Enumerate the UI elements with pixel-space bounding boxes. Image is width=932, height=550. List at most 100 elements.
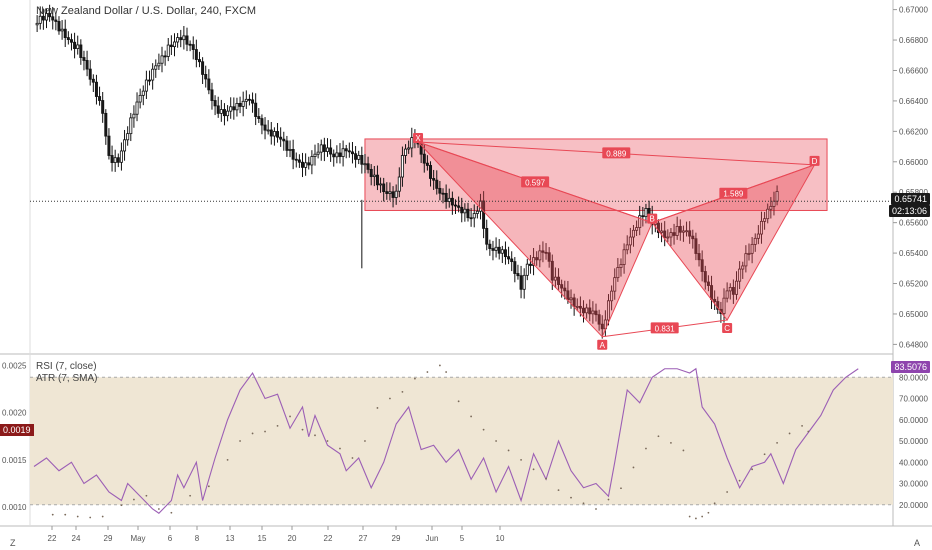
candle-body [154, 65, 158, 70]
candle-body [457, 205, 461, 208]
auto-scale-toggle[interactable]: A [914, 538, 921, 548]
atr-point [289, 415, 291, 418]
candle-body [254, 102, 258, 117]
atr-tick-label: 0.0010 [2, 503, 27, 512]
candle-body [728, 287, 732, 292]
candle-body [291, 149, 295, 160]
atr-point [620, 487, 622, 490]
candle-body [54, 19, 58, 22]
atr-point [532, 468, 535, 471]
point-label-bg [597, 339, 608, 350]
candle-body [166, 44, 170, 57]
candle-body [382, 183, 386, 193]
atr-point [688, 515, 691, 518]
rsi-label[interactable]: RSI (7, close) [36, 361, 97, 372]
candle-body [716, 301, 720, 310]
rsi-tick-label: 80.0000 [899, 373, 928, 382]
candle-body [772, 200, 776, 207]
time-tick-label: 10 [496, 534, 505, 543]
candle-body [644, 208, 648, 218]
candle-body [126, 133, 130, 141]
candle-body [438, 187, 442, 194]
atr-value-badge: 0.0019 [0, 424, 34, 436]
atr-point [64, 513, 67, 516]
candle-body [535, 257, 539, 261]
atr-point [364, 440, 366, 442]
atr-point [351, 457, 354, 459]
candle-body [229, 106, 233, 112]
atr-point [226, 458, 229, 461]
candle-body [363, 163, 367, 166]
candle-body [335, 152, 339, 158]
candle-body [210, 89, 214, 101]
atr-point [607, 498, 610, 501]
atr-point [276, 424, 279, 427]
candle-body [338, 152, 342, 157]
rsi-value-badge: 83.5076 [891, 361, 930, 373]
candle-body [750, 243, 754, 254]
candle-body [82, 57, 86, 61]
price-tick-label: 0.66000 [899, 158, 928, 167]
rsi-tick-label: 60.0000 [899, 416, 928, 425]
candle-body [191, 44, 195, 50]
candle-body [151, 68, 155, 81]
atr-point [401, 390, 404, 393]
candle-body [276, 131, 280, 138]
time-tick-label: 22 [48, 534, 57, 543]
candle-body [344, 148, 348, 152]
candle-body [369, 168, 373, 177]
candle-body [188, 43, 192, 46]
time-tick-label: 8 [195, 534, 200, 543]
time-tick-label: May [130, 534, 145, 543]
candle-body [310, 156, 314, 166]
candle-body [332, 153, 336, 158]
candle-body [681, 230, 685, 233]
time-tick-label: 5 [460, 534, 465, 543]
candle-body [410, 137, 414, 149]
candle-body [741, 265, 745, 270]
atr-point [520, 458, 522, 461]
candle-body [663, 230, 667, 239]
candle-body [588, 307, 592, 315]
point-label-bg [413, 133, 424, 143]
candle-body [41, 15, 45, 21]
candle-body [63, 28, 67, 39]
candle-body [528, 263, 532, 266]
candle-body [532, 257, 536, 266]
candle-body [744, 253, 748, 267]
time-tick-label: 22 [324, 534, 333, 543]
candle-body [613, 277, 617, 292]
candle-body [507, 256, 511, 260]
candle-body [688, 230, 692, 237]
candle-body [247, 98, 251, 101]
candle-body [347, 150, 351, 153]
chart-title[interactable]: New Zealand Dollar / U.S. Dollar, 240, F… [36, 5, 257, 17]
candle-body [759, 220, 763, 235]
candle-body [703, 271, 707, 283]
atr-point [301, 428, 304, 431]
candle-body [388, 191, 392, 194]
price-axis: 0.67000 0.66800 0.66600 0.66400 0.66200 0.660… [30, 6, 928, 349]
scale-mode-toggle[interactable]: Z [10, 538, 16, 548]
price-tick-label: 0.66200 [899, 127, 928, 136]
candle-body [179, 37, 183, 41]
candle-body [197, 59, 201, 63]
atr-point [707, 511, 710, 514]
candle-body [475, 210, 479, 214]
point-label-bg [722, 323, 733, 334]
candle-body [357, 155, 361, 160]
candle-body [104, 112, 108, 137]
candle-body [207, 78, 211, 91]
price-tick-label: 0.66400 [899, 97, 928, 106]
candle-body [169, 44, 173, 48]
time-tick-label: 29 [104, 534, 113, 543]
countdown-badge: 02:13:06 [888, 205, 930, 217]
time-tick-label: Jun [426, 534, 439, 543]
candle-body [519, 275, 523, 290]
time-tick-label: 29 [392, 534, 401, 543]
candle-body [213, 100, 217, 107]
atr-label[interactable]: ATR (7, SMA) [36, 373, 98, 384]
candle-body [79, 44, 83, 58]
candle-body [235, 103, 239, 111]
